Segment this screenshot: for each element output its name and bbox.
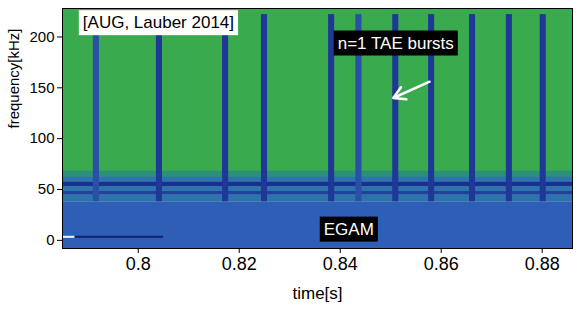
svg-text:0.82: 0.82: [222, 254, 257, 274]
svg-text:frequency[kHz]: frequency[kHz]: [5, 28, 22, 128]
svg-text:n=1 TAE bursts: n=1 TAE bursts: [338, 34, 454, 53]
svg-text:0.86: 0.86: [424, 254, 459, 274]
svg-text:EGAM: EGAM: [324, 220, 374, 239]
svg-text:[AUG, Lauber 2014]: [AUG, Lauber 2014]: [83, 13, 234, 32]
svg-text:200: 200: [29, 28, 54, 45]
svg-text:0.84: 0.84: [323, 254, 358, 274]
svg-text:100: 100: [29, 129, 54, 146]
svg-text:0: 0: [46, 231, 54, 248]
svg-text:time[s]: time[s]: [292, 284, 342, 303]
svg-text:0.88: 0.88: [525, 254, 560, 274]
svg-text:150: 150: [29, 79, 54, 96]
svg-text:50: 50: [38, 180, 55, 197]
svg-text:0.8: 0.8: [126, 254, 151, 274]
